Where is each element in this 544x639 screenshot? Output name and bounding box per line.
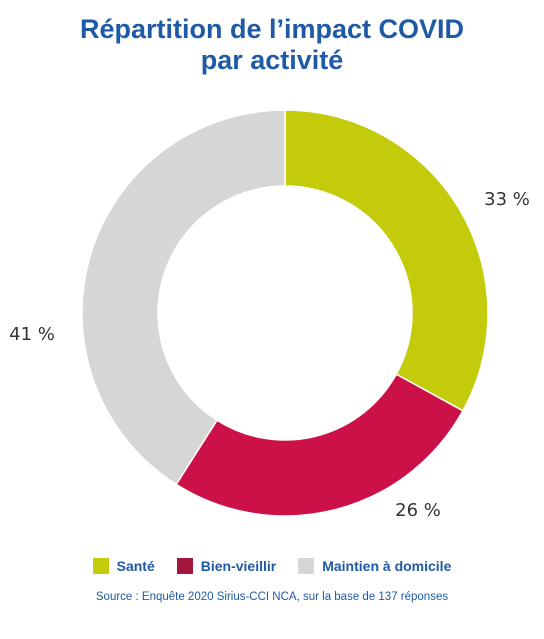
- legend-item-bien-vieillir: Bien-vieillir: [176, 558, 277, 574]
- data-label-maintien-a-domicile: 41 %: [9, 324, 55, 345]
- donut-slice-bien-vieillir: [175, 373, 464, 517]
- chart-title: Répartition de l’impact COVID par activi…: [0, 14, 544, 76]
- legend-swatch-bien-vieillir: [176, 558, 193, 574]
- donut-slice-maintien-a-domicile: [81, 109, 286, 486]
- donut-labels: 33 % 26 % 41 %: [9, 189, 530, 521]
- legend-label-maintien-a-domicile: Maintien à domicile: [322, 558, 452, 574]
- source-note: Source : Enquête 2020 Sirius-CCI NCA, su…: [95, 591, 449, 603]
- legend-label-bien-vieillir: Bien-vieillir: [200, 558, 277, 574]
- legend-label-sante: Santé: [116, 558, 155, 574]
- chart-title-line-2: par activité: [200, 45, 344, 75]
- data-label-bien-vieillir: 26 %: [395, 500, 441, 521]
- legend-item-maintien-a-domicile: Maintien à domicile: [298, 558, 451, 574]
- data-label-sante: 33 %: [484, 189, 530, 210]
- legend-item-sante: Santé: [92, 558, 155, 574]
- donut-slice-sante: [284, 109, 489, 412]
- chart-legend: Santé Bien-vieillir Maintien à domicile: [0, 558, 544, 574]
- legend-swatch-maintien-a-domicile: [298, 558, 315, 574]
- donut-slices: [81, 109, 489, 517]
- chart-title-line-1: Répartition de l’impact COVID: [79, 14, 465, 44]
- legend-swatch-sante: [92, 558, 109, 574]
